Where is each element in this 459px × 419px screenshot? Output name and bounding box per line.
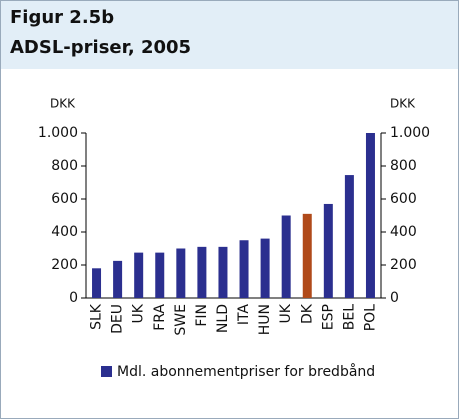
- legend-label: Mdl. abonnementpriser for bredbånd: [117, 363, 375, 380]
- header-band: [1, 1, 458, 69]
- x-tick-label: SWE: [173, 304, 189, 336]
- y-tick-label: 600: [51, 191, 78, 207]
- x-tick-label: POL: [362, 304, 378, 331]
- x-tick-label: DK: [299, 303, 315, 324]
- bar: [197, 246, 207, 298]
- x-tick-label: ITA: [236, 304, 252, 326]
- y-tick-label: 800: [51, 158, 78, 174]
- y2-tick-label: 800: [390, 158, 417, 174]
- y2-axis-label: DKK: [390, 97, 416, 111]
- legend-swatch: [101, 366, 112, 377]
- y-tick-label: 200: [51, 257, 78, 273]
- y2-tick-label: 0: [390, 290, 399, 306]
- bar: [365, 133, 375, 298]
- y-tick-label: 1.000: [38, 125, 78, 141]
- chart-subtitle: ADSL-priser, 2005: [10, 37, 191, 58]
- x-tick-label: UK: [131, 303, 147, 323]
- x-tick-label: DEU: [110, 304, 126, 334]
- y-axis-label: DKK: [50, 97, 76, 111]
- bar: [113, 260, 123, 298]
- x-tick-label: HUN: [257, 304, 273, 335]
- y2-tick-label: 600: [390, 191, 417, 207]
- x-tick-label: FRA: [152, 304, 168, 331]
- x-tick-label: BEL: [341, 304, 357, 330]
- x-tick-label: NLD: [215, 304, 231, 333]
- y2-tick-label: 1.000: [390, 125, 430, 141]
- bar: [218, 246, 228, 298]
- x-tick-label: UK: [278, 303, 294, 323]
- bar: [176, 248, 186, 298]
- bar: [323, 203, 333, 298]
- y2-tick-label: 400: [390, 224, 417, 240]
- bar: [281, 215, 291, 298]
- x-tick-label: ESP: [320, 304, 336, 330]
- y-tick-label: 0: [69, 290, 78, 306]
- x-tick-label: FIN: [194, 304, 210, 327]
- y-tick-label: 400: [51, 224, 78, 240]
- bar: [302, 213, 312, 298]
- bar: [260, 238, 270, 298]
- bar: [344, 175, 354, 298]
- bar: [155, 252, 165, 298]
- y2-tick-label: 200: [390, 257, 417, 273]
- bar: [134, 252, 144, 298]
- bar: [92, 268, 102, 298]
- x-tick-label: SLK: [89, 303, 105, 330]
- chart-title: Figur 2.5b: [10, 7, 114, 28]
- bar: [239, 240, 249, 298]
